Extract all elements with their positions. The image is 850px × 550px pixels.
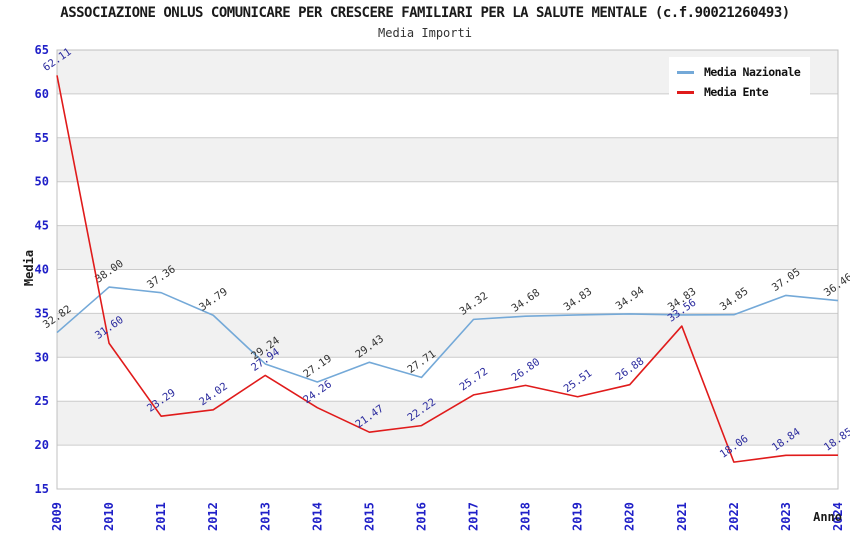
y-tick-label: 25 [35,394,49,408]
x-tick-label: 2014 [310,502,324,531]
plot-band [57,313,838,358]
plot-band [57,401,838,446]
y-tick-label: 35 [35,306,49,320]
x-tick-label: 2013 [258,502,272,531]
line-media-nazionale [56,286,839,383]
plot-border [56,49,839,490]
x-tick-label: 2017 [467,502,481,531]
x-tick-label: 2015 [362,502,376,531]
legend-item-media-nazionale: Media Nazionale [677,62,802,82]
y-tick-label: 20 [35,438,49,452]
plot-band [57,225,838,270]
plot-band [57,181,838,226]
x-axis-title: Anno [813,510,842,524]
y-tick-label: 65 [35,43,49,57]
media-ente-line-swatch [677,90,694,94]
x-tick-label: 2020 [623,502,637,531]
y-tick-label: 45 [35,219,49,233]
plot-band [57,137,838,182]
plot-band [57,445,838,489]
x-tick-label: 2011 [154,502,168,531]
legend-label-media-nazionale: Media Nazionale [704,65,801,79]
x-tick-label: 2016 [414,502,428,531]
y-tick-label: 50 [35,175,49,189]
y-tick-label: 55 [35,131,49,145]
chart-subtitle: Media Importi [378,26,472,40]
x-tick-label: 2021 [675,502,689,531]
y-tick-label: 30 [35,350,49,364]
x-tick-label: 2009 [50,502,64,531]
media-nazionale-line-swatch [677,70,694,74]
x-tick-label: 2022 [727,502,741,531]
y-tick-label: 60 [35,87,49,101]
plot-band [57,269,838,314]
legend: Media Nazionale Media Ente [669,57,810,108]
line-media-ente [56,75,839,463]
page-title: ASSOCIAZIONE ONLUS COMUNICARE PER CRESCE… [60,5,790,21]
x-tick-label: 2023 [779,502,793,531]
y-tick-label: 15 [35,482,49,496]
y-axis-title: Media [22,250,36,286]
x-tick-label: 2024 [831,502,845,531]
x-tick-label: 2018 [519,502,533,531]
x-tick-label: 2010 [102,502,116,531]
y-tick-label: 40 [35,263,49,277]
legend-label-media-ente: Media Ente [704,85,769,99]
legend-item-media-ente: Media Ente [677,82,802,102]
x-tick-label: 2019 [571,502,585,531]
x-tick-label: 2012 [206,502,220,531]
